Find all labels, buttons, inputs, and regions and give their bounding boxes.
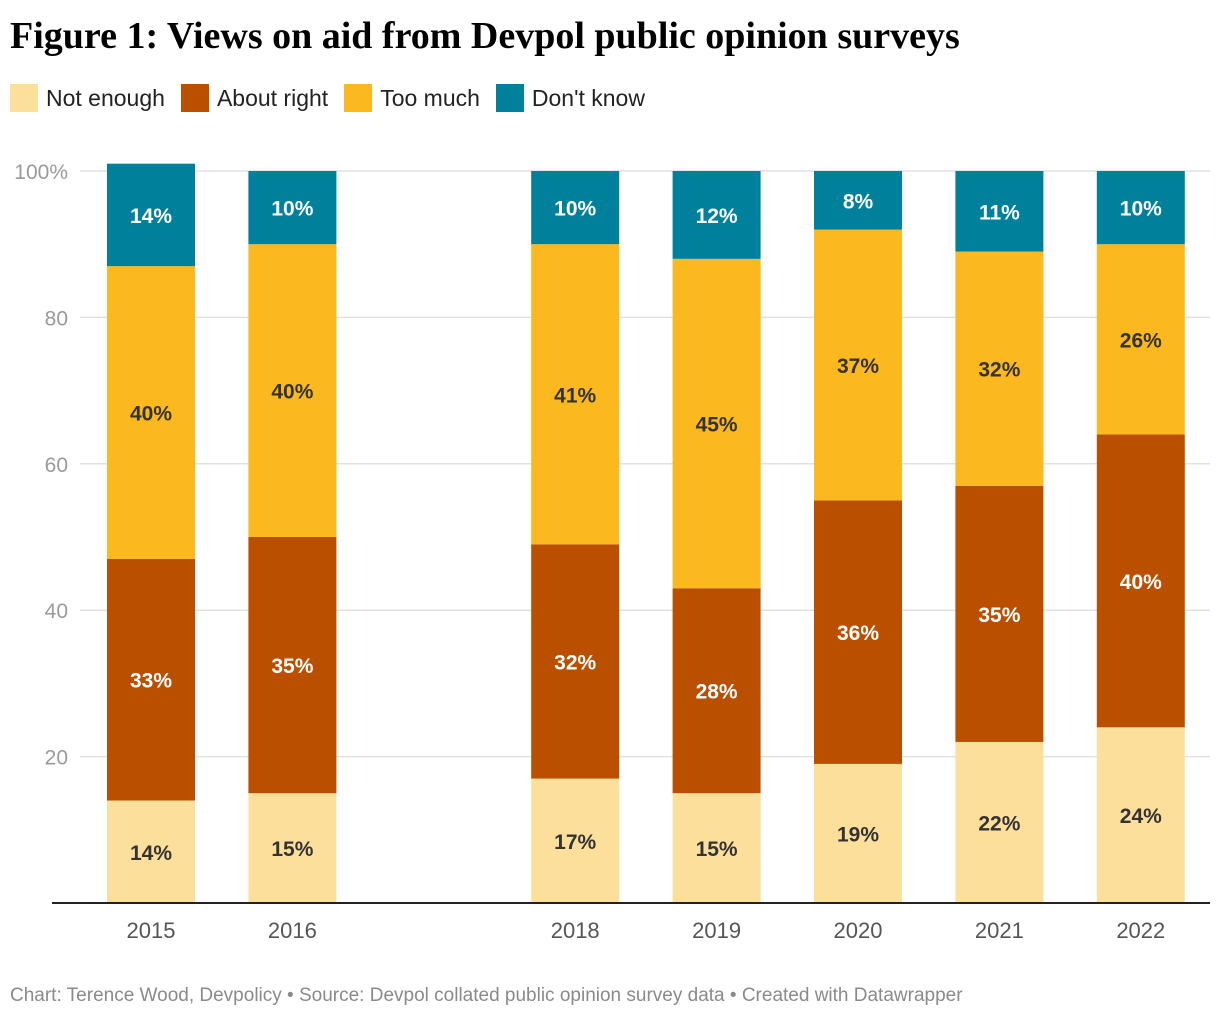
bar-segment-not-enough [1096, 727, 1185, 903]
data-label: 11% [979, 201, 1020, 224]
stacked-bar-chart: 20 40 60 80 100% 14% 33% 40% 14% 2015 15% 35% 40% 10%… [14, 161, 1210, 943]
data-label: 10% [271, 198, 313, 221]
data-label: 14% [130, 842, 172, 865]
bar-segment-too-much [107, 266, 195, 559]
legend-item-too-much: Too much [344, 84, 480, 112]
data-label: 36% [837, 622, 879, 645]
data-label: 8% [843, 190, 874, 213]
x-tick-label: 2020 [834, 918, 883, 943]
data-label: 15% [271, 838, 313, 861]
x-tick-label: 2021 [975, 918, 1024, 943]
bar-segment-not-enough [672, 793, 761, 903]
data-label: 26% [1120, 329, 1162, 352]
y-tick-label: 40 [45, 600, 68, 623]
x-tick-label: 2015 [127, 918, 176, 943]
bar-segment-dont-know [672, 171, 761, 259]
data-label: 15% [696, 838, 738, 861]
data-label: 14% [130, 205, 172, 228]
bar-segment-about-right [531, 544, 620, 779]
bar-segment-not-enough [107, 800, 195, 903]
data-label: 41% [554, 384, 596, 407]
legend-item-not-enough: Not enough [10, 84, 165, 112]
bar-segment-about-right [1096, 434, 1185, 728]
data-label: 10% [554, 198, 596, 221]
bar-segment-too-much [531, 244, 620, 545]
bar-segment-not-enough [531, 778, 620, 903]
bar-segment-about-right [814, 500, 902, 764]
bar-segment-about-right [955, 485, 1044, 742]
bar-segment-too-much [248, 244, 337, 537]
bar-segment-too-much [955, 251, 1044, 486]
x-tick-label: 2016 [268, 918, 317, 943]
data-label: 40% [271, 381, 313, 404]
data-label: 33% [130, 670, 172, 693]
y-tick-label: 60 [45, 454, 68, 477]
legend-item-about-right: About right [180, 84, 329, 112]
data-label: 35% [271, 655, 313, 678]
data-label: 35% [978, 604, 1020, 627]
data-label: 28% [696, 681, 738, 704]
bar-segment-too-much [672, 258, 761, 589]
bar-segment-too-much [1096, 244, 1185, 435]
chart-footer: Chart: Terence Wood, Devpolicy • Source:… [10, 985, 963, 1006]
legend-swatch-too-much [344, 84, 373, 112]
data-label: 45% [696, 414, 738, 437]
bar-segment-dont-know [248, 171, 337, 245]
bar-segment-not-enough [955, 741, 1044, 903]
legend-label-dont-know: Don't know [531, 84, 645, 111]
data-label: 17% [554, 831, 596, 854]
bar-segment-about-right [672, 588, 761, 794]
bar-segment-about-right [107, 558, 195, 801]
legend-item-dont-know: Don't know [495, 84, 645, 112]
y-tick-label: 80 [45, 307, 68, 330]
bar-segment-dont-know [814, 171, 902, 230]
x-tick-label: 2022 [1116, 918, 1165, 943]
legend-swatch-dont-know [495, 84, 524, 112]
bar-segment-about-right [248, 537, 337, 794]
data-label: 22% [978, 812, 1020, 835]
bar-segment-too-much [814, 229, 902, 501]
data-label: 32% [978, 359, 1020, 382]
bar-segment-not-enough [248, 793, 337, 903]
data-label: 19% [837, 823, 879, 846]
x-tick-label: 2019 [692, 918, 741, 943]
y-tick-label: 20 [45, 747, 68, 770]
bar-segment-not-enough [814, 763, 902, 903]
bar-segment-dont-know [1096, 171, 1185, 245]
data-label: 40% [1120, 571, 1162, 594]
data-label: 24% [1120, 805, 1162, 828]
x-tick-label: 2018 [551, 918, 600, 943]
legend-label-too-much: Too much [380, 84, 480, 111]
data-label: 37% [837, 355, 879, 378]
legend-label-about-right: About right [216, 84, 329, 111]
legend-swatch-not-enough [10, 84, 38, 112]
data-label: 12% [696, 205, 738, 228]
legend-label-not-enough: Not enough [46, 84, 165, 111]
bar-segment-dont-know [955, 171, 1044, 252]
bar-segment-dont-know [531, 171, 620, 245]
legend: Not enough About right Too much Don't kn… [10, 84, 661, 112]
bar-segment-dont-know [107, 163, 195, 267]
legend-swatch-about-right [180, 84, 209, 112]
data-label: 40% [130, 403, 172, 426]
chart-title: Figure 1: Views on aid from Devpol publi… [10, 15, 960, 57]
y-tick-label: 100% [14, 161, 68, 184]
data-label: 10% [1120, 198, 1162, 221]
data-label: 32% [554, 651, 596, 674]
